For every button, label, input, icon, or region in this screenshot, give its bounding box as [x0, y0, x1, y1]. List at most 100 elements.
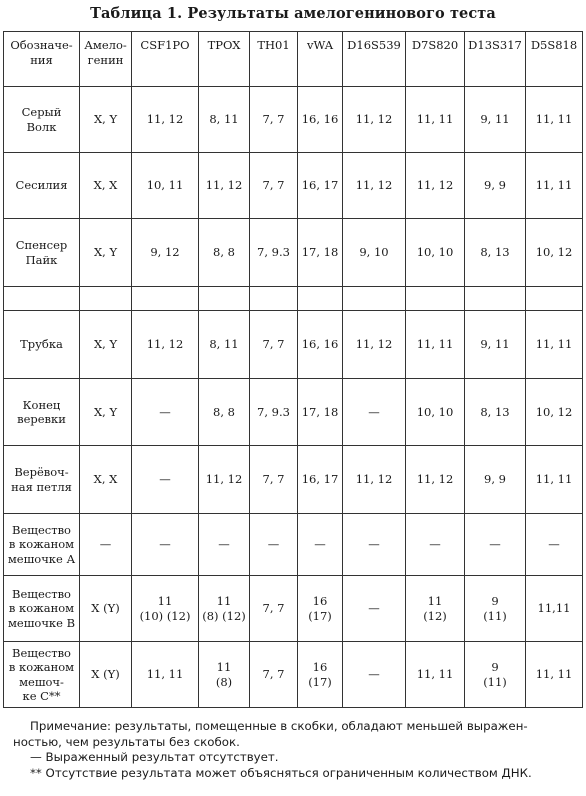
table-cell: — [198, 513, 250, 576]
table-cell: — [131, 445, 199, 514]
table-cell: — [249, 513, 298, 576]
table-cell: 11, 11 [525, 86, 583, 153]
table-row: Вещество в кожаном мешочке А — — — — — — — — — [3, 513, 583, 576]
table-row: Трубка X, Y 11, 12 8, 11 7, 7 16, 16 11, 12 11,… [3, 310, 583, 379]
table-cell: 9 (11) [464, 641, 526, 708]
table-cell: 11 (12) [405, 575, 465, 642]
header-cell: D5S818 [525, 31, 583, 87]
table-cell: 7, 9.3 [249, 378, 298, 446]
table-row [3, 286, 583, 311]
table-cell: 10, 11 [131, 152, 199, 219]
table-row: Сесилия X, X 10, 11 11, 12 7, 7 16, 17 11, 12 1… [3, 152, 583, 219]
table-cell: 11, 11 [405, 641, 465, 708]
table-cell: 17, 18 [297, 378, 343, 446]
header-cell: vWA [297, 31, 343, 87]
row-label-cell: Вещество в кожаном мешочке В [3, 575, 80, 642]
table-cell: 9, 9 [464, 152, 526, 219]
table-cell: 8, 11 [198, 310, 250, 379]
table-cell: 11, 12 [342, 152, 406, 219]
table-cell: 7, 9.3 [249, 218, 298, 287]
header-cell: TPOX [198, 31, 250, 87]
table-row: Конец веревки X, Y —8, 8 7, 9.3 17, 18—10, 1… [3, 378, 583, 446]
row-label-cell: Сесилия [3, 152, 80, 219]
table-cell: X, Y [79, 310, 132, 379]
table-cell: 16, 17 [297, 152, 343, 219]
header-cell: Обозначе- ния [3, 31, 80, 87]
table-cell: 10, 10 [405, 218, 465, 287]
table-cell: — [131, 513, 199, 576]
table-cell: 7, 7 [249, 310, 298, 379]
table-cell: 11, 12 [342, 86, 406, 153]
table-cell: 16 (17) [297, 641, 343, 708]
row-label-cell [3, 286, 80, 311]
table-cell: 11, 11 [525, 152, 583, 219]
table-row: Спенсер Пайк X, Y 9, 12 8, 8 7, 9.3 17, 18 9, … [3, 218, 583, 287]
row-label-cell: Серый Волк [3, 86, 80, 153]
table-cell: 8, 13 [464, 378, 526, 446]
header-cell: D7S820 [405, 31, 465, 87]
table-cell: 11, 11 [525, 445, 583, 514]
note-line: — Выраженный результат отсутствует. [30, 750, 279, 764]
table-row: Серый Волк X, Y 11, 12 8, 11 7, 7 16, 16 11, 1… [3, 86, 583, 153]
note-line: Примечание: результаты, помещенные в ско… [30, 719, 528, 733]
table-cell: X, Y [79, 218, 132, 287]
row-label-cell: Вещество в кожаном мешочке А [3, 513, 80, 576]
table-cell: 7, 7 [249, 445, 298, 514]
table-cell [525, 286, 583, 311]
table-cell: 9, 11 [464, 310, 526, 379]
table-cell: 16, 16 [297, 310, 343, 379]
table-cell: 9, 12 [131, 218, 199, 287]
row-label-cell: Спенсер Пайк [3, 218, 80, 287]
row-label-cell: Конец веревки [3, 378, 80, 446]
table-cell: 11, 11 [405, 86, 465, 153]
table-cell: 11,11 [525, 575, 583, 642]
table-cell: 9, 9 [464, 445, 526, 514]
row-label-cell: Вещество в кожаном мешоч- ке С** [3, 641, 80, 708]
results-table: Обозначе- ния Амело- генин CSF1PO TPOX TH01 v… [3, 31, 583, 708]
note-line: ностью, чем результаты без скобок. [13, 734, 240, 749]
table-cell [297, 286, 343, 311]
table-cell: 11, 12 [405, 152, 465, 219]
table-cell: 11, 11 [525, 310, 583, 379]
header-cell: D13S317 [464, 31, 526, 87]
table-cell: X, X [79, 152, 132, 219]
table-body: Обозначе- ния Амело- генин CSF1PO TPOX TH01 v… [3, 31, 583, 708]
table-cell: — [464, 513, 526, 576]
header-cell: CSF1PO [131, 31, 199, 87]
table-cell: 8, 13 [464, 218, 526, 287]
table-cell: 7, 7 [249, 575, 298, 642]
table-title: Таблица 1. Результаты амелогенинового те… [90, 5, 496, 22]
table-cell: 11 (10) (12) [131, 575, 199, 642]
table-cell: 7, 7 [249, 152, 298, 219]
table-cell [79, 286, 132, 311]
table-cell: 10, 12 [525, 218, 583, 287]
header-cell: TH01 [249, 31, 298, 87]
table-cell: 11, 12 [198, 445, 250, 514]
table-cell: — [342, 575, 406, 642]
header-row: Обозначе- ния Амело- генин CSF1PO TPOX TH01 v… [3, 31, 583, 87]
table-cell: 9, 10 [342, 218, 406, 287]
header-cell: D16S539 [342, 31, 406, 87]
table-cell [198, 286, 250, 311]
table-cell: — [342, 641, 406, 708]
note-line: ** Отсутствие результата может объяснять… [30, 765, 532, 780]
table-cell: 11 (8) [198, 641, 250, 708]
table-cell: 11, 11 [405, 310, 465, 379]
table-cell: 8, 8 [198, 218, 250, 287]
table-cell: 11, 12 [131, 86, 199, 153]
table-cell: — [79, 513, 132, 576]
table-row: Верёвоч- ная петля X, X —11, 12 7, 7 16, 17 1… [3, 445, 583, 514]
table-cell: — [525, 513, 583, 576]
table-cell: 10, 10 [405, 378, 465, 446]
row-label-cell: Трубка [3, 310, 80, 379]
table-cell: 8, 8 [198, 378, 250, 446]
header-cell: Амело- генин [79, 31, 132, 87]
table-cell: 11, 12 [342, 445, 406, 514]
table-cell: 9 (11) [464, 575, 526, 642]
table-cell: 11 (8) (12) [198, 575, 250, 642]
table-cell: X (Y) [79, 641, 132, 708]
table-cell: — [342, 513, 406, 576]
table-cell: 7, 7 [249, 86, 298, 153]
table-cell: X, X [79, 445, 132, 514]
table-cell [405, 286, 465, 311]
